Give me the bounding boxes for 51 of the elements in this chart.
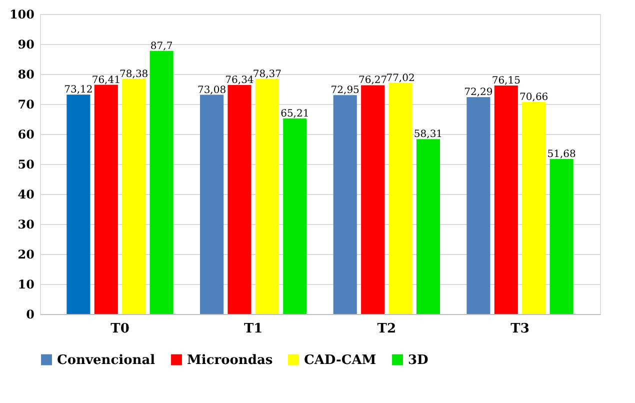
bar xyxy=(550,158,574,314)
bar xyxy=(283,118,307,314)
legend-label: 3D xyxy=(408,352,428,368)
data-label: 78,37 xyxy=(252,68,282,80)
bar xyxy=(522,102,546,314)
data-label: 77,02 xyxy=(386,72,415,84)
legend-label: CAD-CAM xyxy=(304,352,376,368)
bar xyxy=(94,84,118,314)
x-tick-label: T1 xyxy=(244,322,263,336)
data-label: 65,21 xyxy=(280,108,310,120)
legend-label: Convencional xyxy=(57,352,156,368)
bar xyxy=(66,94,90,314)
x-tick-label: T2 xyxy=(377,322,396,336)
y-tick-label: 30 xyxy=(18,218,34,232)
data-label: 76,27 xyxy=(358,75,388,86)
y-tick-label: 20 xyxy=(18,248,34,262)
bar xyxy=(388,82,412,314)
bar xyxy=(255,78,279,314)
bar xyxy=(200,94,224,314)
data-label: 76,15 xyxy=(492,76,520,87)
data-label: 72,29 xyxy=(464,87,493,98)
data-label: 76,41 xyxy=(92,74,120,86)
data-label: 58,31 xyxy=(414,129,443,140)
data-label: 87,7 xyxy=(150,40,173,52)
y-tick-label: 50 xyxy=(18,158,34,172)
bar xyxy=(122,78,146,314)
y-tick-label: 60 xyxy=(18,128,34,142)
y-tick-label: 40 xyxy=(18,188,34,202)
y-tick-label: 70 xyxy=(18,98,34,112)
bar xyxy=(228,84,252,314)
y-tick-label: 80 xyxy=(18,68,34,82)
bar xyxy=(416,139,440,314)
legend-label: Microondas xyxy=(187,352,273,368)
bar xyxy=(333,95,357,314)
y-tick-label: 90 xyxy=(18,38,34,52)
x-tick-label: T0 xyxy=(110,322,130,336)
data-label: 76,34 xyxy=(225,74,254,86)
data-label: 51,68 xyxy=(547,148,576,160)
bar xyxy=(361,85,385,314)
y-tick-label: 100 xyxy=(9,8,34,22)
x-tick-label: T3 xyxy=(510,322,530,336)
y-tick-label: 10 xyxy=(18,278,34,292)
y-tick-label: 0 xyxy=(26,308,34,322)
data-label: 73,12 xyxy=(64,84,93,96)
bar xyxy=(150,50,174,314)
data-label: 78,38 xyxy=(120,68,148,80)
data-label: 70,66 xyxy=(520,92,548,104)
bar xyxy=(494,86,518,314)
data-label: 73,08 xyxy=(197,84,226,96)
data-label: 72,95 xyxy=(330,85,360,96)
bar xyxy=(466,97,490,314)
